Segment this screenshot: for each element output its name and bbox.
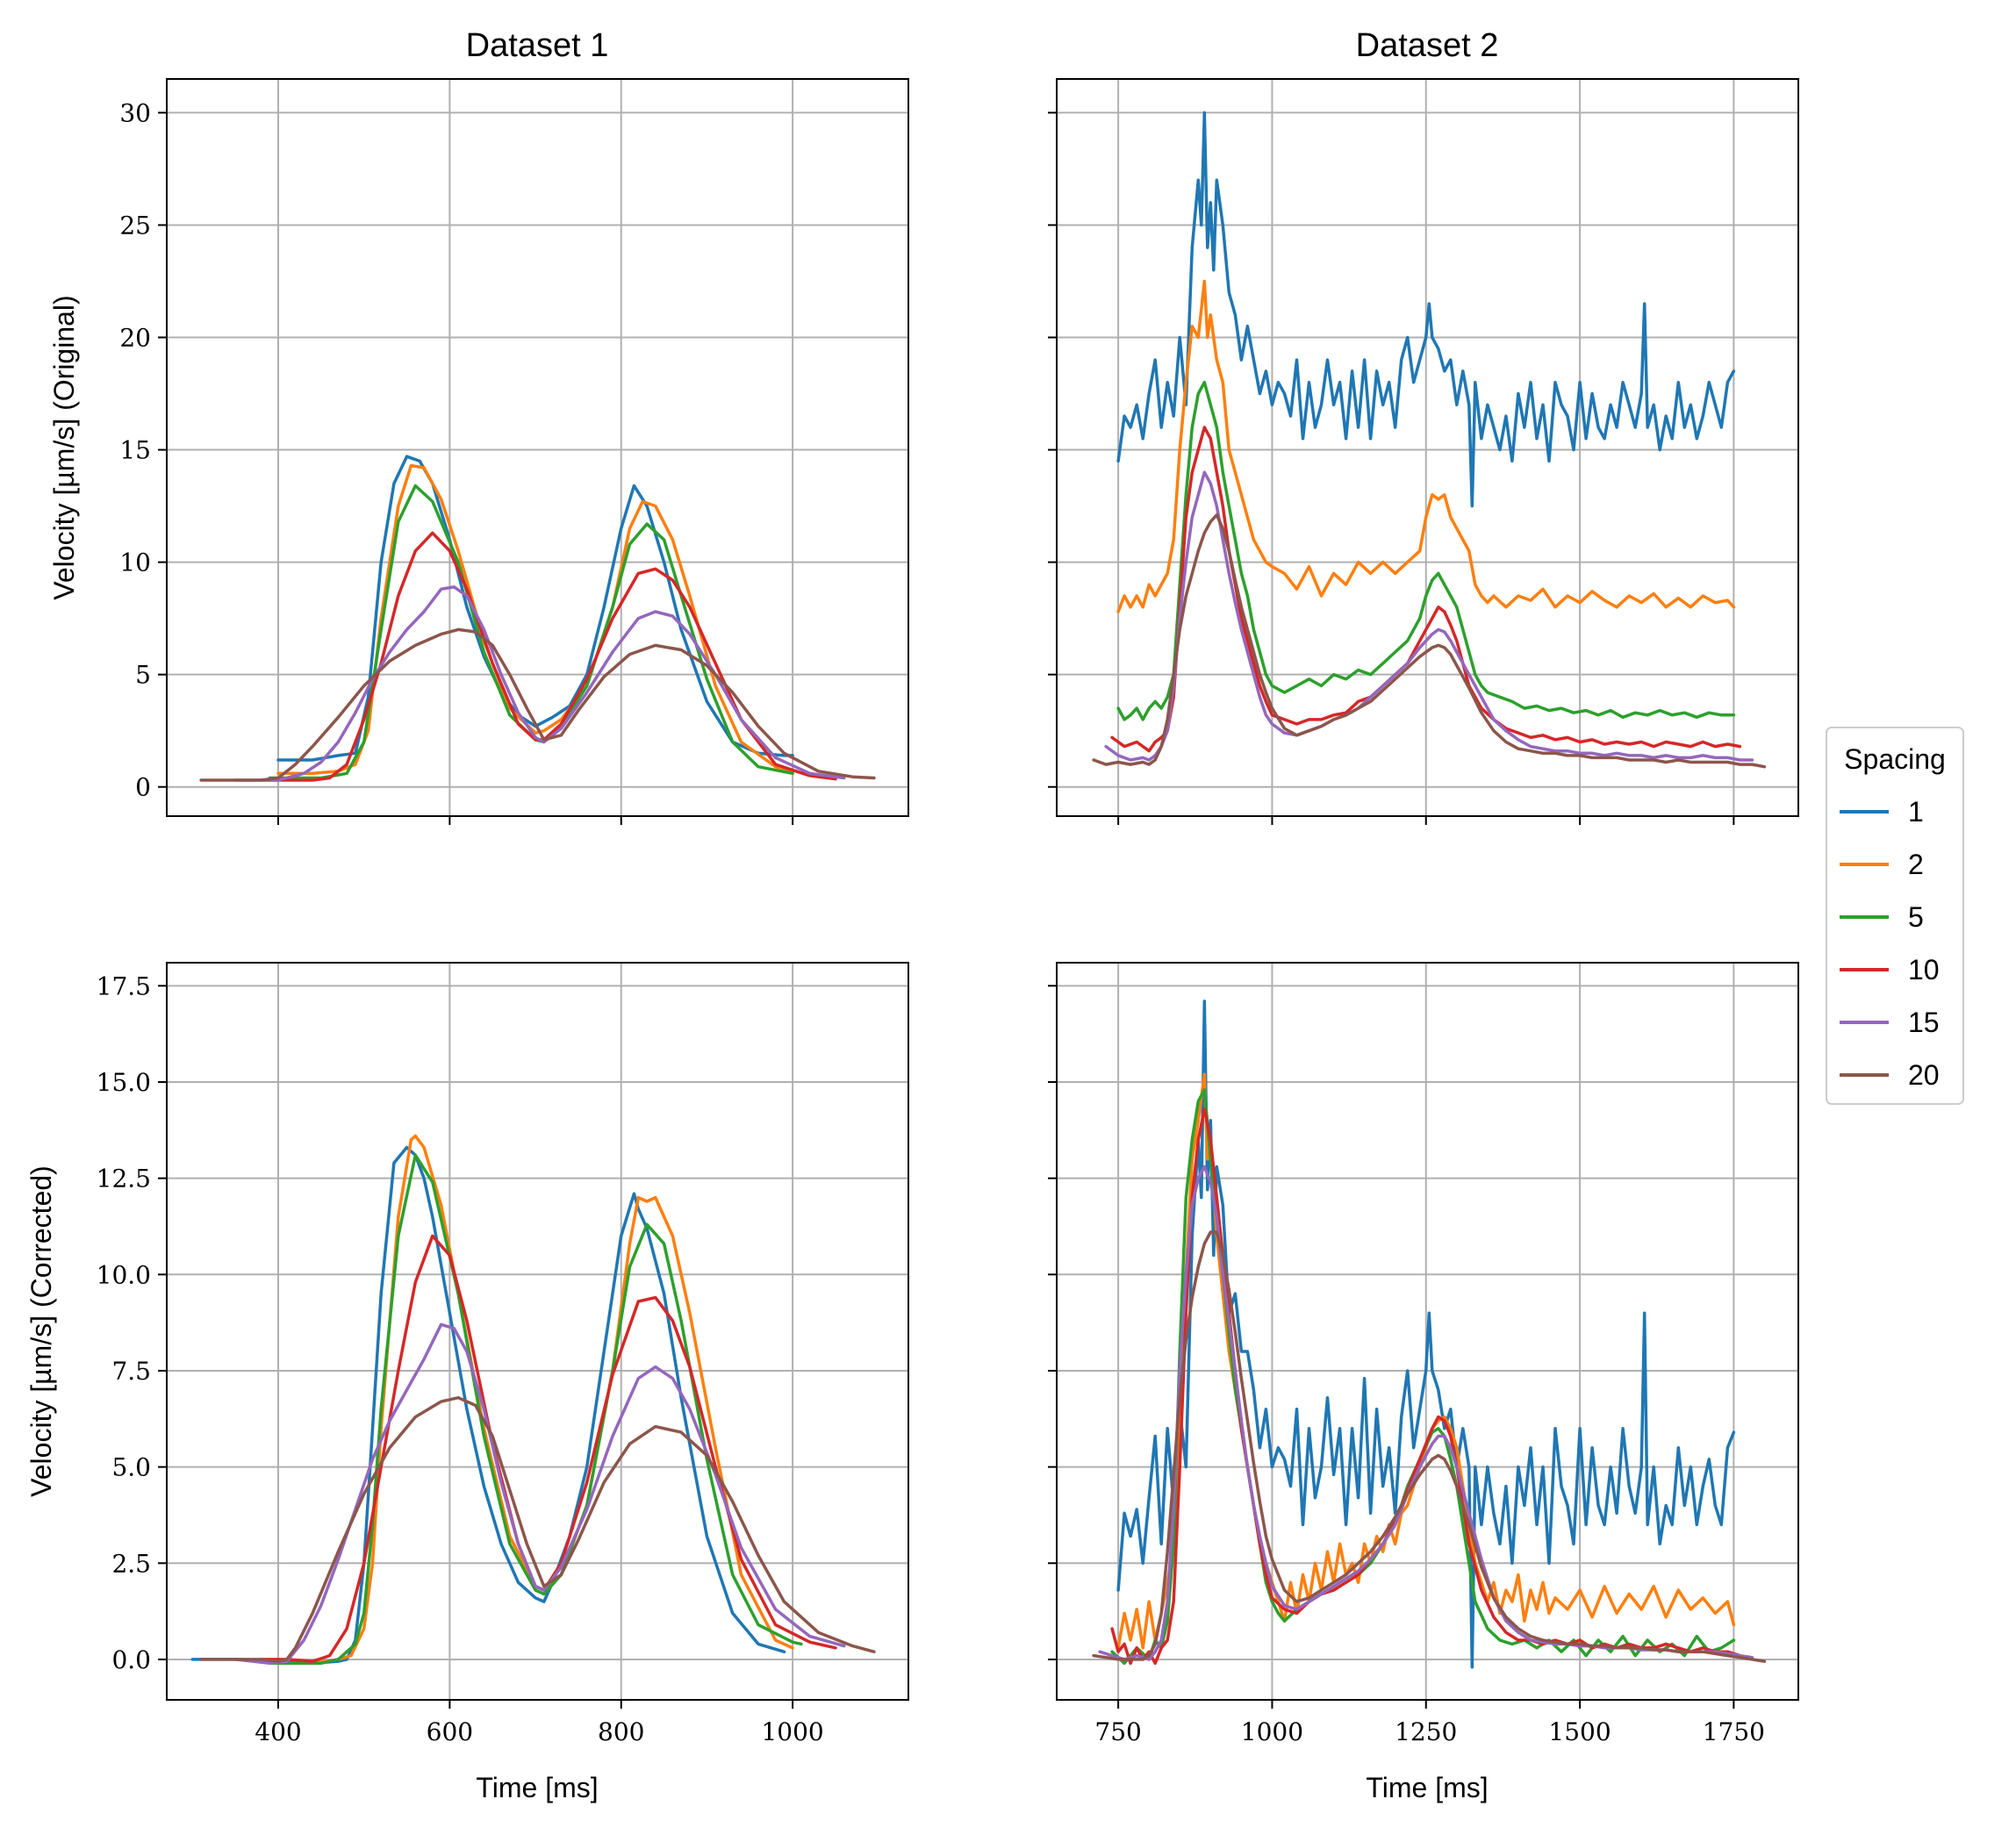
plot-frame-top-right: [1056, 78, 1799, 817]
legend-label-10: 10: [1908, 954, 1940, 986]
series-line-top-right-spacing-15: [1104, 470, 1754, 762]
legend-entry-10: 10: [1840, 954, 1940, 986]
series-line-bottom-right-spacing-20: [1092, 1230, 1767, 1663]
series-line-top-left-spacing-10: [259, 531, 837, 782]
series-line-top-left-spacing-15: [233, 585, 846, 782]
ticks-top-left: 0 5 10 15 20 25 30: [119, 98, 794, 825]
legend-entry-5: 5: [1840, 901, 1924, 933]
series-line-bottom-left-spacing-20: [199, 1395, 876, 1663]
y-tick-label-top-left: 10: [119, 548, 151, 577]
y-tick-label-bottom-left: 2.5: [111, 1549, 151, 1578]
plot-frame-top-left: [166, 78, 909, 817]
legend-label-2: 2: [1908, 849, 1924, 880]
ticks-bottom-left: 400 600 800 1000 0.0 2.5 5.0 7.5 10.0 12.5 15.0 17.…: [97, 971, 824, 1746]
ylabel-bottom-left: Velocity [µm/s] (Corrected): [25, 1165, 57, 1497]
plot-frame-bottom-left: [166, 962, 909, 1701]
legend-label-20: 20: [1908, 1059, 1940, 1091]
y-tick-label-bottom-left: 12.5: [97, 1165, 151, 1193]
y-tick-label-top-left: 20: [119, 324, 151, 353]
series-bottom-right: [1092, 1000, 1767, 1669]
series-line-bottom-left-spacing-15: [233, 1322, 846, 1666]
y-tick-label-top-left: 30: [119, 98, 151, 127]
x-tick-label-bottom-right: 1250: [1395, 1717, 1457, 1746]
y-tick-label-top-left: 25: [119, 211, 151, 240]
x-tick-label-bottom-right: 1000: [1241, 1717, 1303, 1746]
title-top-right: Dataset 2: [1356, 27, 1499, 64]
x-tick-label-bottom-right: 1500: [1548, 1717, 1611, 1746]
y-tick-label-bottom-left: 17.5: [97, 971, 151, 1000]
series-line-bottom-left-spacing-2: [276, 1134, 794, 1666]
legend-label-5: 5: [1908, 901, 1924, 933]
legend-entry-2: 2: [1840, 849, 1924, 880]
series-line-top-left-spacing-20: [199, 627, 876, 782]
panel-top-right: Dataset 2: [1048, 27, 1799, 825]
legend-entry-1: 1: [1840, 796, 1924, 828]
y-tick-label-bottom-left: 7.5: [111, 1357, 151, 1386]
x-tick-label-bottom-left: 1000: [761, 1717, 823, 1746]
grid-top-right: [1057, 79, 1798, 816]
legend-entry-15: 15: [1840, 1007, 1940, 1038]
legend-box: [1826, 727, 1964, 1105]
y-tick-label-bottom-left: 5.0: [111, 1453, 151, 1482]
series-top-left: [199, 455, 876, 782]
x-tick-label-bottom-right: 1750: [1703, 1717, 1765, 1746]
ticks-bottom-right: 750 1000 1250 1500 1750: [1048, 985, 1765, 1746]
ticks-top-right: [1048, 111, 1735, 825]
panel-bottom-right: 750 1000 1250 1500 1750 Time [ms]: [1048, 962, 1799, 1803]
x-tick-label-bottom-left: 400: [255, 1717, 301, 1746]
series-line-top-right-spacing-20: [1092, 513, 1767, 769]
x-tick-label-bottom-left: 800: [598, 1717, 644, 1746]
series-top-right: [1092, 111, 1767, 769]
y-tick-label-top-left: 5: [135, 661, 151, 690]
grid-top-left: [167, 79, 908, 816]
legend-label-1: 1: [1908, 796, 1924, 828]
series-line-top-right-spacing-2: [1116, 279, 1736, 613]
legend-entry-20: 20: [1840, 1059, 1940, 1091]
ylabel-top-left: Velocity [µm/s] (Original): [48, 295, 80, 599]
panel-top-left: 0 5 10 15 20 25 30 Dataset 1 Velocity [µm/s] (…: [48, 27, 909, 825]
legend-title: Spacing: [1844, 743, 1946, 775]
y-tick-label-bottom-left: 10.0: [97, 1260, 151, 1289]
legend-label-15: 15: [1908, 1007, 1940, 1038]
series-line-bottom-left-spacing-5: [268, 1153, 803, 1666]
y-tick-label-top-left: 15: [119, 436, 151, 465]
series-bottom-left: [190, 1134, 876, 1666]
series-line-bottom-right-spacing-1: [1116, 1000, 1736, 1669]
plot-frame-bottom-right: [1056, 962, 1799, 1701]
y-tick-label-bottom-left: 15.0: [97, 1068, 151, 1097]
xlabel-bottom-left: Time [ms]: [476, 1772, 598, 1803]
legend: Spacing 1 2 5 10 15 20: [1826, 727, 1964, 1105]
y-tick-label-bottom-left: 0.0: [111, 1645, 151, 1674]
series-line-top-right-spacing-5: [1116, 380, 1736, 721]
title-top-left: Dataset 1: [466, 27, 609, 64]
x-tick-label-bottom-right: 750: [1094, 1717, 1141, 1746]
xlabel-bottom-right: Time [ms]: [1366, 1772, 1488, 1803]
series-line-top-right-spacing-1: [1116, 111, 1736, 508]
x-tick-label-bottom-left: 600: [427, 1717, 473, 1746]
y-tick-label-top-left: 0: [135, 773, 151, 802]
panel-bottom-left: 400 600 800 1000 0.0 2.5 5.0 7.5 10.0 12.5 15.0 17.…: [25, 962, 909, 1803]
